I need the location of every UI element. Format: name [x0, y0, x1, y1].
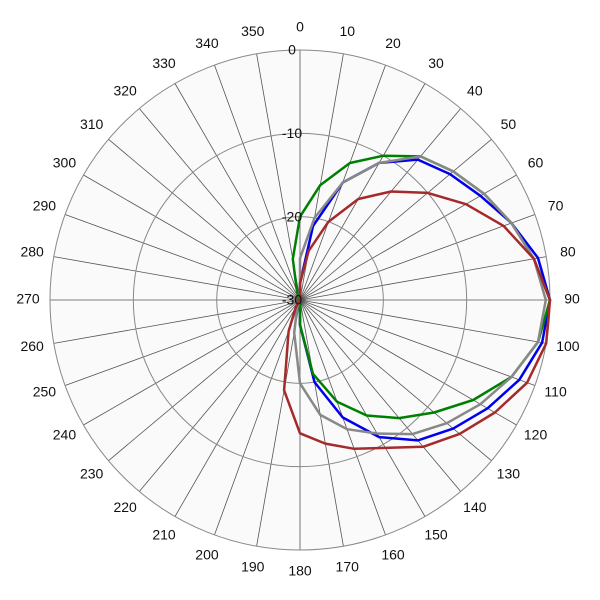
spoke [214, 299, 301, 536]
angle-label: 160 [381, 546, 405, 562]
angle-label: 240 [53, 427, 77, 443]
angle-label: 340 [195, 35, 219, 51]
spoke [138, 299, 301, 492]
spoke [256, 299, 301, 547]
angle-label: 90 [564, 291, 580, 307]
angle-label: 250 [33, 384, 57, 400]
angle-label: 150 [424, 526, 448, 542]
angle-label: 10 [339, 23, 355, 39]
angle-label: 350 [241, 23, 265, 39]
spoke [108, 138, 301, 301]
spoke [299, 299, 344, 547]
angle-label: 100 [556, 338, 580, 354]
spoke [299, 214, 536, 301]
angle-label: 140 [463, 499, 487, 515]
angle-label: 330 [152, 55, 176, 71]
series-line [282, 190, 552, 451]
spoke [64, 214, 301, 301]
spoke [108, 299, 301, 462]
spoke [299, 299, 462, 492]
radial-tick-label: -30 [282, 292, 302, 308]
radial-tick-label: -10 [282, 125, 302, 141]
radial-tick-label: -20 [282, 208, 302, 224]
spoke [299, 299, 536, 386]
spoke [299, 299, 426, 517]
angle-label: 80 [560, 243, 576, 259]
angle-label: 310 [80, 116, 104, 132]
spoke [299, 108, 462, 301]
angle-label: 130 [497, 466, 521, 482]
angle-label: 30 [428, 55, 444, 71]
spoke [64, 299, 301, 386]
angle-label: 20 [385, 35, 401, 51]
spoke [214, 64, 301, 301]
angle-label: 280 [20, 243, 44, 259]
angle-label: 190 [241, 559, 265, 575]
spoke [53, 256, 301, 301]
radial-tick-label: 0 [288, 42, 296, 58]
angle-label: 120 [524, 427, 548, 443]
angle-label: 60 [528, 155, 544, 171]
spoke [174, 299, 301, 517]
grid-ring [132, 132, 468, 468]
angle-label: 220 [113, 499, 137, 515]
angle-label: 210 [152, 526, 176, 542]
spoke [83, 299, 301, 426]
angle-label: 230 [80, 466, 104, 482]
angle-label: 200 [195, 546, 219, 562]
angle-label: 300 [53, 155, 77, 171]
angle-label: 270 [16, 291, 40, 307]
spoke [299, 256, 547, 301]
spoke [83, 174, 301, 301]
angle-label: 180 [288, 563, 312, 579]
spoke [138, 108, 301, 301]
angle-label: 70 [548, 198, 564, 214]
angle-label: 40 [467, 82, 483, 98]
angle-label: 260 [20, 338, 44, 354]
angle-label: 0 [296, 19, 304, 35]
angle-label: 290 [33, 198, 57, 214]
angle-label: 50 [501, 116, 517, 132]
spoke [299, 299, 547, 344]
angle-label: 170 [336, 559, 360, 575]
spoke [174, 83, 301, 301]
angle-label: 110 [544, 384, 567, 400]
series-line [292, 155, 548, 436]
spoke [299, 83, 426, 301]
spoke [53, 299, 301, 344]
spoke [299, 138, 492, 301]
angle-label: 320 [113, 82, 137, 98]
